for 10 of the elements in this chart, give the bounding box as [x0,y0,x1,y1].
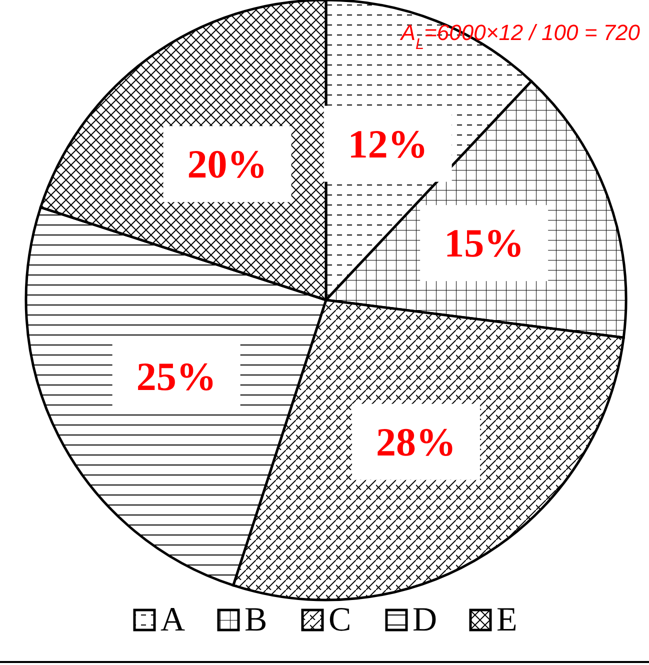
legend-label: A [160,602,186,638]
data-label: 25% [136,354,216,399]
data-label: 12% [348,121,428,166]
data-label: 28% [376,419,456,464]
legend-label: E [496,602,518,638]
legend-label: D [412,602,438,638]
data-label: 15% [444,220,524,266]
legend-label: B [244,602,268,638]
legend-label: C [328,602,352,638]
data-label: 20% [187,142,268,187]
